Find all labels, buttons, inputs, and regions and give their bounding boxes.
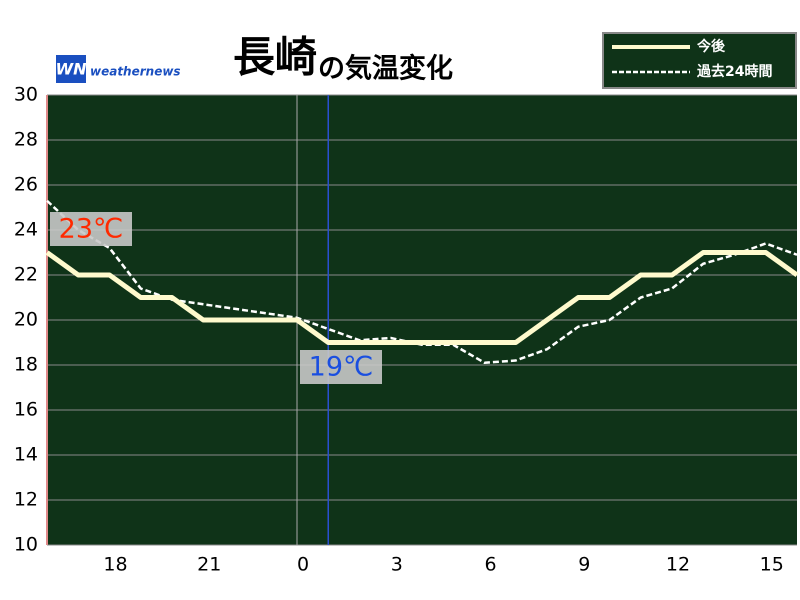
logo-mark: WN [55, 60, 87, 79]
annotation-box [50, 212, 132, 246]
legend-box [602, 32, 797, 89]
y-tick-label: 18 [14, 354, 38, 376]
legend-label: 今後 [696, 38, 726, 55]
x-tick-label: 12 [666, 554, 690, 576]
x-tick-label: 18 [103, 554, 127, 576]
annotation-box [300, 350, 382, 384]
series-line [45, 250, 799, 345]
y-tick-label: 12 [14, 489, 38, 511]
y-tick-label: 14 [14, 444, 38, 466]
chart-title: 長崎 [233, 33, 317, 82]
y-tick-label: 26 [14, 174, 38, 196]
x-tick-label: 9 [578, 554, 590, 576]
y-tick-label: 20 [14, 309, 38, 331]
x-tick-label: 0 [297, 554, 309, 576]
y-tick-label: 28 [14, 129, 38, 151]
logo-box [56, 55, 86, 83]
legend-label: 過去24時間 [696, 63, 772, 80]
x-tick-label: 3 [391, 554, 403, 576]
x-tick-label: 15 [760, 554, 784, 576]
logo-text: weathernews [90, 65, 181, 79]
y-tick-label: 10 [14, 534, 38, 556]
chart-subtitle: の気温変化 [318, 53, 453, 85]
y-tick-label: 16 [14, 399, 38, 421]
x-tick-label: 6 [484, 554, 496, 576]
annotation-label: 23℃ [59, 214, 124, 245]
y-tick-label: 30 [14, 84, 38, 106]
y-tick-label: 24 [14, 219, 38, 241]
annotation-label: 19℃ [309, 352, 374, 383]
x-tick-label: 21 [197, 554, 221, 576]
y-tick-label: 22 [14, 264, 38, 286]
